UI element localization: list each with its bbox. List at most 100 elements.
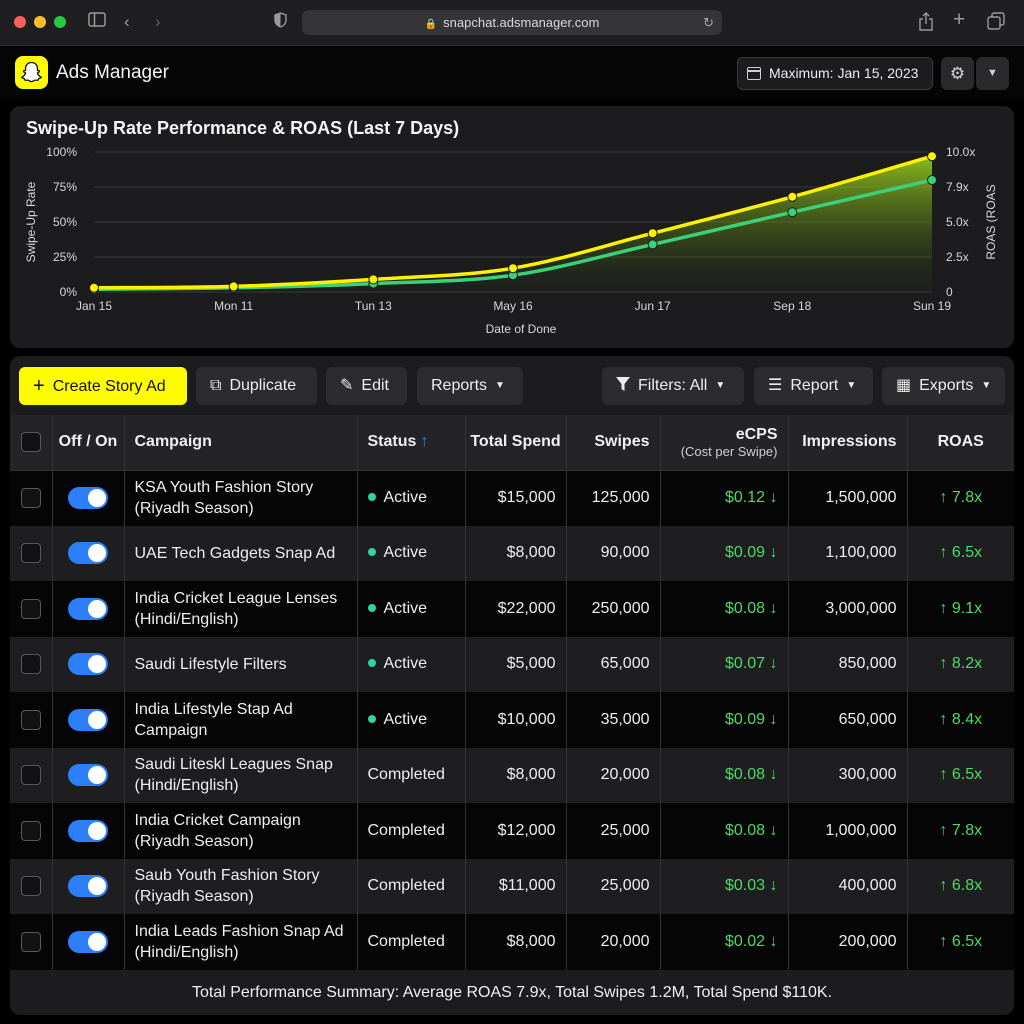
row-checkbox[interactable] <box>20 598 41 619</box>
table-row[interactable]: India Cricket Campaign (Riyadh Season) Co… <box>10 803 1014 859</box>
shield-icon[interactable] <box>274 12 287 33</box>
campaign-on-off-toggle[interactable] <box>68 875 108 898</box>
campaign-header[interactable]: Campaign <box>124 415 358 471</box>
impressions-header[interactable]: Impressions <box>788 415 908 471</box>
address-bar[interactable]: 🔒 snapchat.adsmanager.com ↻ <box>302 10 722 35</box>
sidebar-icon[interactable] <box>88 12 106 32</box>
spend-cell: $8,000 <box>465 747 567 803</box>
status-cell: Active <box>357 636 466 692</box>
table-row[interactable]: Saub Youth Fashion Story (Riyadh Season)… <box>10 858 1014 914</box>
table-row[interactable]: India Lifestyle Stap Ad Campaign Active $1… <box>10 692 1014 748</box>
row-checkbox[interactable] <box>20 931 41 952</box>
chart-area-fill <box>94 156 932 292</box>
active-status-dot-icon <box>367 659 376 668</box>
filters-dropdown[interactable]: Filters: All ▼ <box>602 367 744 405</box>
forward-icon[interactable]: › <box>155 12 161 31</box>
new-tab-icon[interactable]: + <box>953 8 966 31</box>
create-story-ad-button[interactable]: + Create Story Ad <box>19 367 187 405</box>
ecps-value: $0.08 <box>725 766 766 784</box>
ecps-cell: $0.12 ↓ <box>660 470 789 526</box>
roas-value: 6.5x <box>951 544 983 562</box>
campaign-name[interactable]: Saub Youth Fashion Story (Riyadh Season) <box>124 858 358 914</box>
caret-down-icon: ▼ <box>846 380 857 391</box>
row-checkbox[interactable] <box>20 765 41 786</box>
row-checkbox[interactable] <box>20 543 41 564</box>
ecps-header[interactable]: eCPS (Cost per Swipe) <box>660 415 789 471</box>
ecps-cell: $0.07 ↓ <box>660 636 789 692</box>
toggle-header[interactable]: Off / On <box>52 415 125 471</box>
campaign-name[interactable]: India Cricket League Lenses (Hindi/Engli… <box>124 581 358 637</box>
date-range-picker[interactable]: Maximum: Jan 15, 2023 <box>737 57 933 90</box>
campaign-on-off-toggle[interactable] <box>68 597 108 620</box>
campaign-name[interactable]: Saudi Lifestyle Filters <box>124 636 358 692</box>
campaign-name[interactable]: India Cricket Campaign (Riyadh Season) <box>124 803 358 859</box>
table-row[interactable]: UAE Tech Gadgets Snap Ad Active $8,000 90,0… <box>10 525 1014 581</box>
close-window-button[interactable] <box>14 16 26 28</box>
arrow-down-icon: ↓ <box>769 599 778 617</box>
data-point <box>787 207 798 218</box>
table-row[interactable]: India Cricket League Lenses (Hindi/Engli… <box>10 581 1014 637</box>
ecps-cell: $0.09 ↓ <box>660 525 789 581</box>
share-icon[interactable] <box>918 12 934 36</box>
table-row[interactable]: KSA Youth Fashion Story (Riyadh Season) A… <box>10 470 1014 526</box>
campaign-on-off-toggle[interactable] <box>68 930 108 953</box>
swipes-cell: 25,000 <box>566 803 661 859</box>
table-row[interactable]: Saudi Lifestyle Filters Active $5,000 65,00… <box>10 636 1014 692</box>
reports-dropdown[interactable]: Reports ▼ <box>417 367 523 405</box>
row-toggle-cell <box>52 525 125 581</box>
campaign-table: Off / On Campaign Status ↑ Total Spend Sw… <box>10 415 1014 970</box>
data-point <box>927 151 937 162</box>
row-checkbox[interactable] <box>20 820 41 841</box>
spend-header[interactable]: Total Spend <box>465 415 567 471</box>
status-header[interactable]: Status ↑ <box>357 415 466 471</box>
campaign-name[interactable]: KSA Youth Fashion Story (Riyadh Season) <box>124 470 358 526</box>
select-all-checkbox[interactable] <box>20 432 41 453</box>
spend-cell: $15,000 <box>465 470 567 526</box>
campaign-name[interactable]: India Lifestyle Stap Ad Campaign <box>124 692 358 748</box>
reload-icon[interactable]: ↻ <box>703 15 714 30</box>
row-select-cell <box>10 692 53 748</box>
tab-overview-icon[interactable] <box>987 12 1005 35</box>
zoom-window-button[interactable] <box>54 16 66 28</box>
row-toggle-cell <box>52 747 125 803</box>
campaign-on-off-toggle[interactable] <box>68 764 108 787</box>
account-menu-button[interactable]: ▼ <box>976 57 1009 90</box>
chevron-down-icon: ▼ <box>987 67 998 79</box>
ecps-cell: $0.08 ↓ <box>660 803 789 859</box>
back-icon[interactable]: ‹ <box>124 12 130 31</box>
campaign-on-off-toggle[interactable] <box>68 819 108 842</box>
status-text: Active <box>383 489 428 506</box>
row-checkbox[interactable] <box>20 709 41 730</box>
swipes-header[interactable]: Swipes <box>566 415 661 471</box>
row-select-cell <box>10 747 53 803</box>
roas-value: 6.5x <box>951 766 983 784</box>
table-row[interactable]: Saudi Liteskl Leagues Snap (Hindi/Englis… <box>10 747 1014 803</box>
duplicate-button[interactable]: ⧉ Duplicate <box>196 367 317 405</box>
campaign-on-off-toggle[interactable] <box>68 487 108 509</box>
snapchat-ghost-logo[interactable] <box>15 56 48 89</box>
campaign-on-off-toggle[interactable] <box>68 653 108 676</box>
campaign-name[interactable]: India Leads Fashion Snap Ad (Hindi/Engli… <box>124 914 358 970</box>
campaign-table-panel: + Create Story Ad ⧉ Duplicate ✎ Edit Report… <box>10 356 1014 1015</box>
row-checkbox[interactable] <box>20 488 41 508</box>
minimize-window-button[interactable] <box>34 16 46 28</box>
filters-label: Filters: All <box>638 377 708 394</box>
report-dropdown[interactable]: ☰ Report ▼ <box>754 367 873 405</box>
exports-dropdown[interactable]: ▦ Exports ▼ <box>882 367 1005 405</box>
date-range-label: Maximum: Jan 15, 2023 <box>769 65 919 81</box>
export-icon: ▦ <box>896 377 912 394</box>
campaign-on-off-toggle[interactable] <box>68 542 108 565</box>
campaign-name[interactable]: UAE Tech Gadgets Snap Ad <box>124 525 358 581</box>
app-header: Ads Manager Maximum: Jan 15, 2023 ⚙ ▼ <box>0 47 1024 101</box>
impressions-cell: 650,000 <box>788 692 908 748</box>
roas-header[interactable]: ROAS <box>907 415 1014 471</box>
row-checkbox[interactable] <box>20 654 41 675</box>
row-checkbox[interactable] <box>20 876 41 897</box>
y-tick-label: 75% <box>53 180 77 194</box>
campaign-name[interactable]: Saudi Liteskl Leagues Snap (Hindi/Englis… <box>124 747 358 803</box>
settings-button[interactable]: ⚙ <box>941 57 974 90</box>
table-row[interactable]: India Leads Fashion Snap Ad (Hindi/Engli… <box>10 914 1014 970</box>
campaign-on-off-toggle[interactable] <box>68 708 108 731</box>
edit-button[interactable]: ✎ Edit <box>326 367 407 405</box>
y-tick-label: 100% <box>46 145 77 159</box>
